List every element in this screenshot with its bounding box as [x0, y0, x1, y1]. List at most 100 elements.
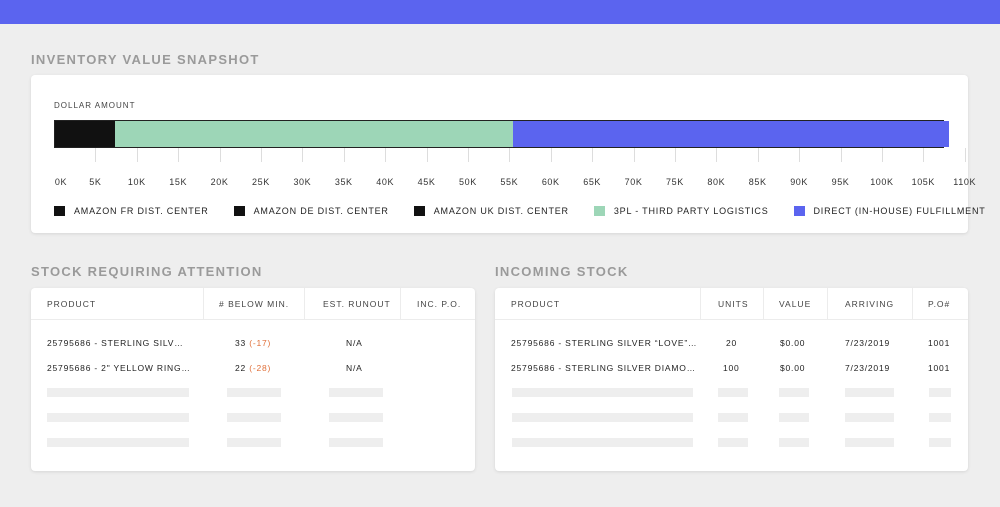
- column-divider: [304, 288, 305, 320]
- legend-label: AMAZON DE DIST. CENTER: [253, 206, 389, 216]
- axis-tick-label: 95K: [831, 177, 850, 187]
- axis-tick-label: 35K: [334, 177, 353, 187]
- below-count: 22: [235, 363, 247, 373]
- below-delta: (-28): [249, 363, 272, 373]
- legend-item[interactable]: AMAZON FR DIST. CENTER: [54, 206, 209, 216]
- table-header: PRODUCT # BELOW MIN. EST. RUNOUT INC. P.…: [31, 288, 475, 320]
- incoming-section-title: INCOMING STOCK: [495, 264, 629, 279]
- row-value: $0.00: [780, 363, 806, 373]
- axis-tick: [95, 148, 97, 162]
- legend-item[interactable]: DIRECT (IN-HOUSE) FULFILLMENT: [793, 206, 986, 216]
- placeholder-cell: [718, 438, 748, 447]
- legend-item[interactable]: AMAZON DE DIST. CENTER: [233, 206, 389, 216]
- axis-tick: [964, 148, 966, 162]
- attention-section-title: STOCK REQUIRING ATTENTION: [31, 264, 263, 279]
- column-header-value[interactable]: VALUE: [779, 299, 812, 309]
- placeholder-cell: [227, 388, 281, 397]
- row-below-min: 22 (-28): [235, 363, 271, 373]
- axis-tick-label: 100K: [870, 177, 894, 187]
- axis-tick-label: 25K: [252, 177, 270, 187]
- axis-tick: [136, 148, 138, 162]
- column-header-product[interactable]: PRODUCT: [47, 299, 97, 309]
- bar-segment-3[interactable]: [55, 121, 115, 147]
- column-divider: [700, 288, 701, 320]
- row-po-number[interactable]: 1001: [928, 363, 951, 373]
- chart-legend: AMAZON FR DIST. CENTER AMAZON DE DIST. CE…: [54, 206, 986, 216]
- row-runout: N/A: [346, 363, 363, 373]
- axis-label: DOLLAR AMOUNT: [54, 101, 136, 110]
- axis-tick-label: 0K: [54, 177, 68, 187]
- row-below-min: 33 (-17): [235, 338, 271, 348]
- axis-tick-label: 55K: [500, 177, 519, 187]
- axis-tick: [343, 148, 345, 162]
- bar-segment-4[interactable]: [114, 121, 513, 147]
- placeholder-cell: [329, 413, 383, 422]
- axis-tick: [509, 148, 511, 162]
- axis-tick-label: 105K: [911, 177, 936, 187]
- column-header-est-runout[interactable]: EST. RUNOUT: [323, 299, 391, 309]
- axis-tick: [674, 148, 676, 162]
- bar-segment-5[interactable]: [512, 121, 950, 147]
- legend-swatch: [233, 206, 245, 216]
- placeholder-cell: [929, 413, 951, 422]
- legend-label: DIRECT (IN-HOUSE) FULFILLMENT: [813, 206, 986, 216]
- axis-tick: [467, 148, 469, 162]
- column-divider: [203, 288, 204, 320]
- axis-tick: [178, 148, 180, 162]
- legend-swatch: [54, 206, 65, 216]
- placeholder-cell: [779, 438, 809, 447]
- placeholder-cell: [845, 413, 894, 422]
- placeholder-cell: [512, 438, 693, 447]
- axis-tick-label: 60K: [541, 177, 560, 187]
- column-divider: [912, 288, 913, 320]
- column-header-units[interactable]: UNITS: [718, 299, 749, 309]
- row-product[interactable]: 25795686 - STERLING SILVER DIAMO…: [511, 363, 696, 373]
- legend-label: AMAZON FR DIST. CENTER: [74, 206, 209, 216]
- axis-tick: [716, 148, 718, 162]
- row-po-number[interactable]: 1001: [928, 338, 951, 348]
- axis-tick: [592, 148, 594, 162]
- inventory-card: DOLLAR AMOUNT 0K 5K 10K 15K 20K 25K 30K 35K 40K 4…: [31, 75, 985, 233]
- axis-tick: [385, 148, 387, 162]
- axis-tick-label: 15K: [169, 177, 188, 187]
- legend-item[interactable]: AMAZON UK DIST. CENTER: [413, 206, 569, 216]
- placeholder-cell: [227, 438, 281, 447]
- legend-item[interactable]: 3PL - THIRD PARTY LOGISTICS: [593, 206, 769, 216]
- column-header-po-number[interactable]: P.O#: [928, 299, 951, 309]
- placeholder-cell: [929, 438, 951, 447]
- row-units: 100: [723, 363, 740, 373]
- column-header-arriving[interactable]: ARRIVING: [845, 299, 895, 309]
- axis-tick: [881, 148, 883, 162]
- placeholder-cell: [329, 388, 383, 397]
- axis-ticks: [54, 148, 966, 162]
- placeholder-cell: [47, 388, 189, 397]
- axis-tick-label: 45K: [417, 177, 436, 187]
- placeholder-cell: [47, 413, 189, 422]
- row-product[interactable]: 25795686 - STERLING SILV…: [47, 338, 184, 348]
- legend-swatch: [413, 206, 425, 216]
- column-header-below-min[interactable]: # BELOW MIN.: [219, 299, 290, 309]
- axis-tick-label: 90K: [790, 177, 809, 187]
- placeholder-cell: [779, 388, 809, 397]
- column-header-inc-po[interactable]: INC. P.O.: [417, 299, 462, 309]
- axis-tick: [757, 148, 759, 162]
- legend-swatch: [793, 206, 805, 216]
- row-product[interactable]: 25795686 - STERLING SILVER “LOVE”…: [511, 338, 697, 348]
- below-delta: (-17): [249, 338, 272, 348]
- axis-tick-label: 65K: [583, 177, 602, 187]
- placeholder-cell: [718, 413, 748, 422]
- placeholder-cell: [512, 388, 693, 397]
- axis-tick: [633, 148, 635, 162]
- incoming-table: PRODUCT UNITS VALUE ARRIVING P.O# 257956…: [495, 288, 968, 471]
- row-product[interactable]: 25795686 - 2" YELLOW RING…: [47, 363, 191, 373]
- placeholder-cell: [47, 438, 189, 447]
- axis-tick: [219, 148, 221, 162]
- axis-tick-label: 10K: [127, 177, 146, 187]
- axis-tick-label: 80K: [707, 177, 726, 187]
- axis-tick-label: 50K: [459, 177, 477, 187]
- placeholder-cell: [512, 413, 693, 422]
- inventory-section-title: INVENTORY VALUE SNAPSHOT: [31, 52, 260, 67]
- column-header-product[interactable]: PRODUCT: [511, 299, 561, 309]
- row-value: $0.00: [780, 338, 806, 348]
- placeholder-cell: [329, 438, 383, 447]
